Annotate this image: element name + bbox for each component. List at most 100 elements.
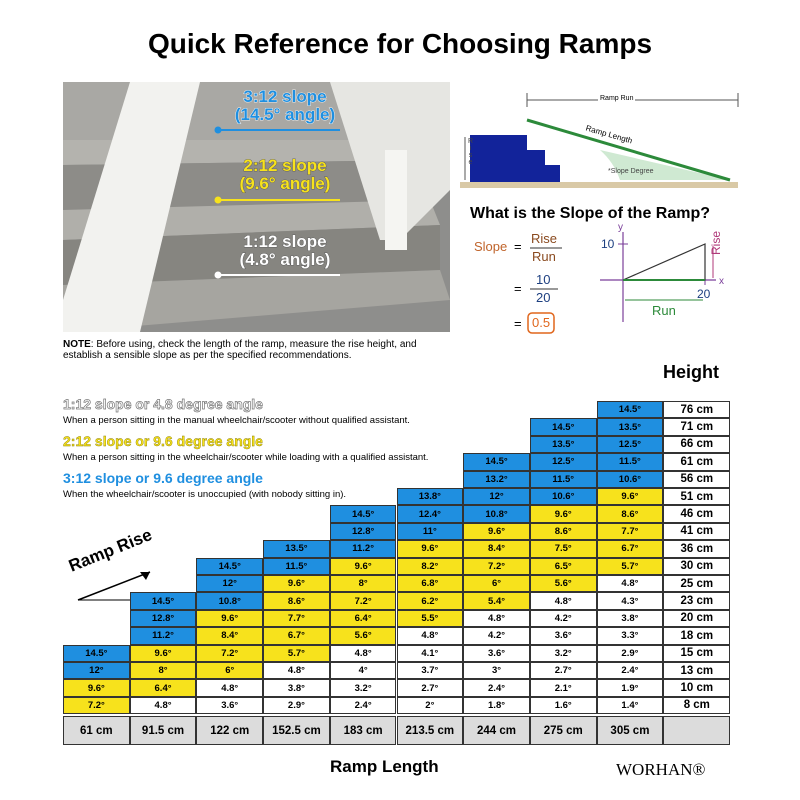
height-cell: 71 cm [663,418,731,436]
formula-lines [527,247,562,334]
angle-cell: 2.4° [596,662,664,680]
angle-cell: 7.2° [329,592,397,610]
angle-cell: 6.7° [596,540,664,558]
angle-cell: 7.7° [263,609,330,628]
angle-cell: 12° [463,488,530,506]
angle-cell: 6.4° [129,679,197,697]
graph-text: Rise [709,230,723,255]
rise-label: Rise [467,138,474,166]
legend-text: When the wheelchair/scooter is unoccupie… [63,489,347,500]
formula-text: = [514,316,522,331]
formula-text: = [514,281,522,296]
legend-heading: 2:12 slope or 9.6 degree angle [63,433,263,449]
angle-cell: 5.6° [529,575,597,593]
angle-cell: 9.6° [463,522,530,541]
angle-cell: 6.5° [529,557,597,575]
note: NOTE: Before using, check the length of … [63,339,453,361]
angle-cell: 3.3° [596,627,664,645]
angle-cell: 9.6° [196,609,264,628]
photo-label: 2:12 slope (9.6° angle) [185,156,385,193]
angle-cell: 2.1° [529,679,597,697]
angle-cell: 3.6° [529,627,597,645]
length-cell: 122 cm [196,716,264,746]
angle-cell: 12° [196,575,264,593]
angle-cell: 3.6° [196,696,264,715]
height-cell: 8 cm [663,696,731,715]
angle-cell: 11.5° [529,470,597,488]
angle-cell: 10.6° [529,488,597,506]
photo-label: 3:12 slope (14.5° angle) [185,87,385,124]
height-cell: 23 cm [663,592,731,610]
corner-cell [663,716,731,746]
angle-cell: 13.5° [263,540,330,558]
legend-heading: 3:12 slope or 9.6 degree angle [63,470,263,486]
note-text: : Before using, check the length of the … [63,339,417,361]
angle-cell: 1.4° [596,696,664,715]
length-cell: 275 cm [529,716,597,746]
angle-cell: 12.4° [396,505,464,523]
angle-cell: 8.4° [463,540,530,558]
angle-cell: 5.7° [596,557,664,575]
angle-cell: 4.8° [529,592,597,610]
angle-cell: 4.2° [463,627,530,645]
legend-heading: 1:12 slope or 4.8 degree angle [63,396,264,413]
angle-cell: 8.6° [529,522,597,541]
graph-text: 10 [601,237,615,251]
angle-cell: 4.8° [396,627,464,645]
length-cell: 183 cm [329,716,397,746]
length-cell: 91.5 cm [129,716,197,746]
formula-heading: What is the Slope of the Ramp? [470,205,711,222]
angle-cell: 7.7° [596,522,664,541]
angle-cell: 4.1° [396,644,464,662]
angle-cell: 3.2° [529,644,597,662]
label-line: 1:12 slope [243,232,327,251]
angle-cell: 12.8° [129,609,197,628]
angle-cell: 2.7° [529,662,597,680]
slope-degree: *Slope Degree [608,168,654,175]
angle-cell: 9.6° [263,575,330,593]
length-cell: 152.5 cm [263,716,330,746]
height-cell: 10 cm [663,679,731,697]
angle-cell: 11.2° [329,540,397,558]
formula-text: 20 [536,290,551,305]
height-cell: 51 cm [663,488,731,506]
height-cell: 61 cm [663,453,731,471]
formula-text: 10 [536,272,551,287]
ramp-diagram [460,93,739,188]
angle-cell: 3.6° [463,644,530,662]
angle-cell: 14.5° [596,401,664,419]
angle-cell: 4.8° [129,696,197,715]
height-cell: 25 cm [663,575,731,593]
height-cell: 20 cm [663,609,731,628]
angle-cell: 4° [329,662,397,680]
angle-cell: 3.2° [329,679,397,697]
angle-cell: 10.8° [463,505,530,523]
angle-cell: 8.4° [196,627,264,645]
brand: WORHAN® [616,760,706,779]
angle-cell: 11.2° [129,627,197,645]
angle-cell: 10.8° [196,592,264,610]
graph-text: Run [652,303,676,318]
angle-cell: 3° [463,662,530,680]
angle-cell: 9.6° [396,540,464,558]
height-cell: 15 cm [663,644,731,662]
angle-cell: 4.8° [463,609,530,628]
angle-cell: 9.6° [63,679,130,697]
angle-cell: 1.6° [529,696,597,715]
angle-cell: 4.8° [196,679,264,697]
length-cell: 305 cm [596,716,664,746]
formula-text: Slope [474,239,508,254]
length-cell: 213.5 cm [396,716,464,746]
angle-cell: 4.3° [596,592,664,610]
angle-cell: 14.5° [329,505,397,523]
angle-cell: 2° [396,696,464,715]
formula-text: = [514,239,522,254]
angle-cell: 2.4° [329,696,397,715]
angle-cell: 10.6° [596,470,664,488]
legend-text: When a person sitting in the manual whee… [63,415,410,426]
angle-cell: 9.6° [329,557,397,575]
angle-cell: 2.9° [263,696,330,715]
slope-graph [600,232,716,322]
